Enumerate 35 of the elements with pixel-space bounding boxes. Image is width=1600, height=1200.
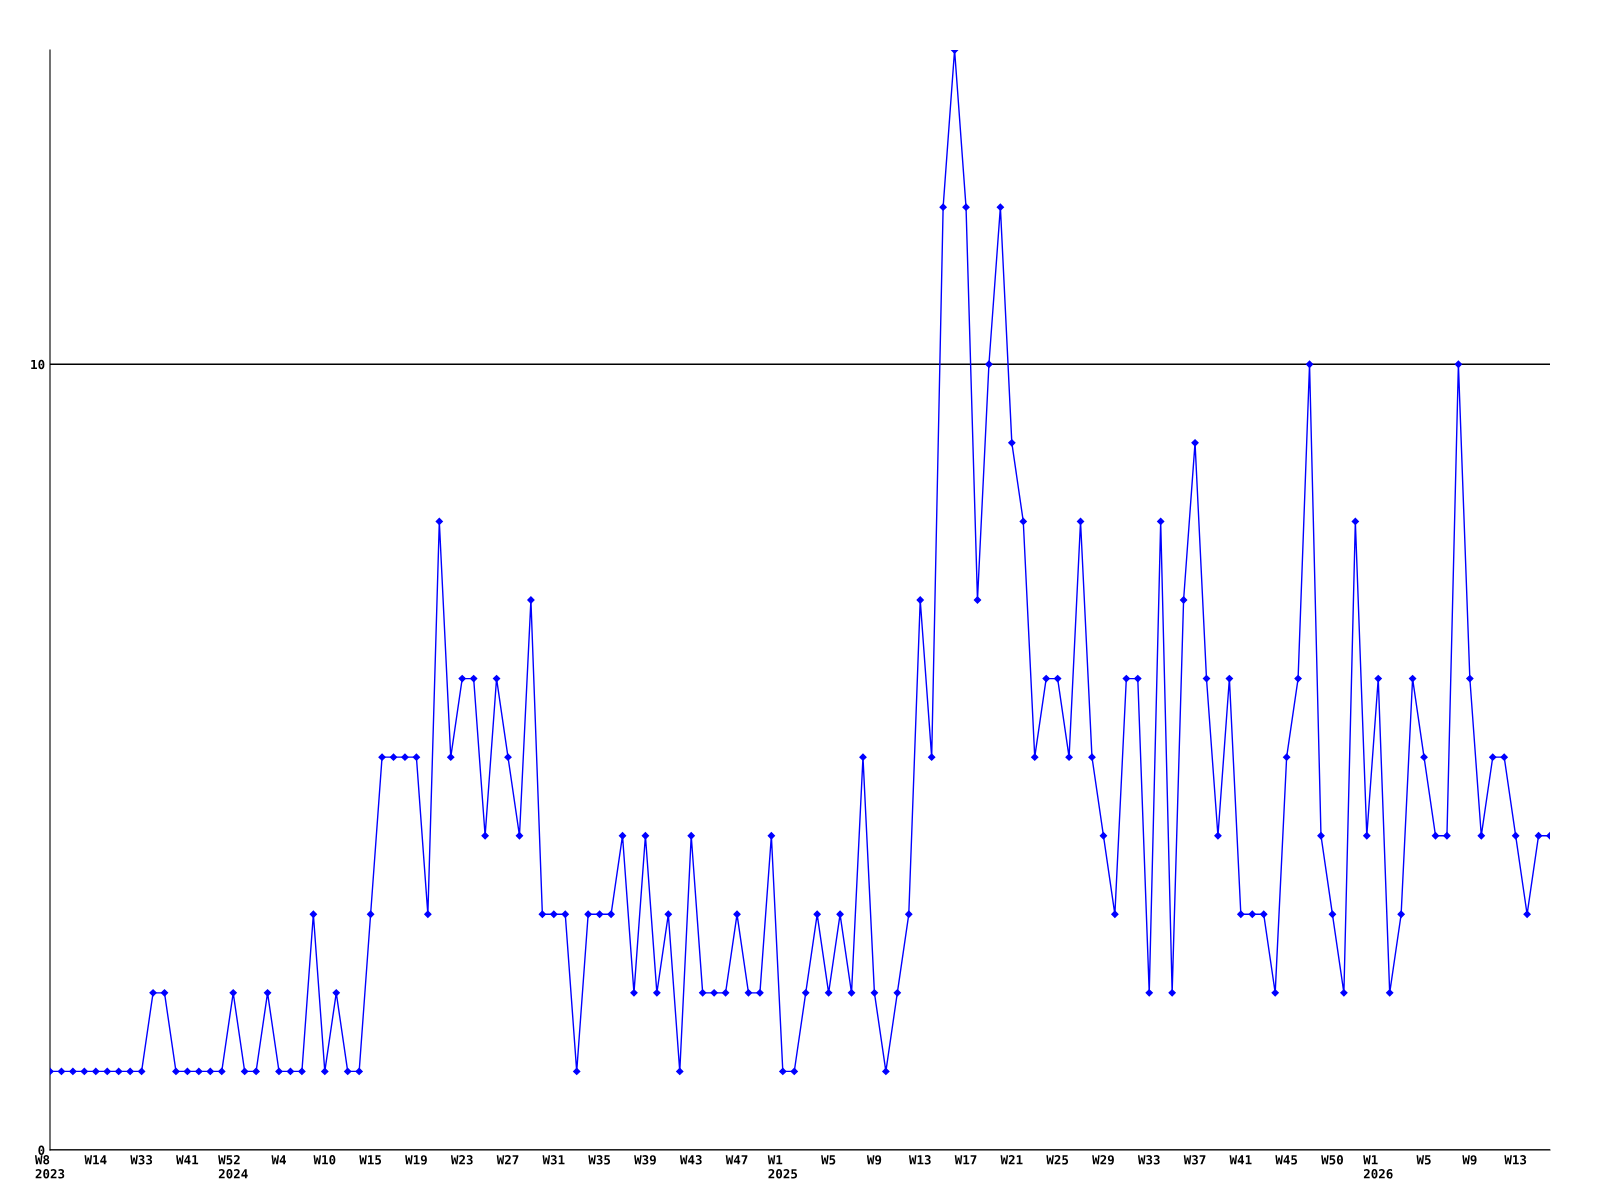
x-tick-label: W33 — [130, 1155, 153, 1165]
x-tick-label: W13 — [908, 1155, 931, 1165]
x-tick-label: W23 — [450, 1155, 473, 1165]
x-tick-label: W41 — [176, 1155, 199, 1165]
x-tick-label: W15 — [359, 1155, 382, 1165]
x-tick-label: W5 — [1416, 1155, 1431, 1165]
x-tick-label: W27 — [496, 1155, 519, 1165]
y-tick-label: 0 — [38, 1145, 45, 1155]
x-tick-label: W14 — [84, 1155, 107, 1165]
x-tick-label: W50 — [1321, 1155, 1343, 1165]
x-tick-label: W5 — [821, 1155, 836, 1165]
x-tick-label: W52 2024 — [218, 1155, 248, 1179]
x-tick-label: W45 — [1275, 1155, 1298, 1165]
x-tick-label: W37 — [1183, 1155, 1206, 1165]
x-tick-label: W8 2023 — [34, 1155, 65, 1179]
x-tick-label: W43 — [679, 1155, 702, 1165]
x-tick-label: W25 — [1046, 1155, 1069, 1165]
x-tick-label: W1 2026 — [1363, 1155, 1393, 1179]
x-tick-label: W4 — [271, 1155, 286, 1165]
x-tick-label: W47 — [725, 1155, 748, 1165]
x-tick-label: W33 — [1137, 1155, 1160, 1165]
x-tick-label: W9 — [1462, 1155, 1477, 1165]
x-tick-label: W19 — [405, 1155, 427, 1165]
x-tick-label: W10 — [313, 1155, 336, 1165]
x-tick-label: W41 — [1229, 1155, 1252, 1165]
x-tick-label: W17 — [954, 1155, 977, 1165]
x-tick-label: W29 — [1092, 1155, 1114, 1165]
x-tick-label: W21 — [1000, 1155, 1023, 1165]
x-tick-label: W1 2025 — [767, 1155, 798, 1179]
x-tick-label: W35 — [588, 1155, 611, 1165]
x-tick-label: W39 — [634, 1155, 656, 1165]
y-tick-label: 10 — [31, 359, 45, 370]
x-tick-label: W9 — [866, 1155, 882, 1165]
x-tick-label: W13 — [1504, 1155, 1527, 1165]
x-tick-label: W31 — [542, 1155, 565, 1165]
